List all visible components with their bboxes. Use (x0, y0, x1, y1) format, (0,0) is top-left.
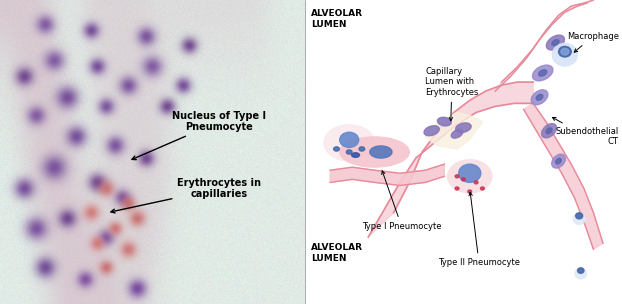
Ellipse shape (346, 150, 352, 154)
Ellipse shape (536, 94, 543, 100)
Ellipse shape (455, 187, 459, 190)
Text: Erythrocytes in
capillaries: Erythrocytes in capillaries (111, 178, 261, 213)
Ellipse shape (539, 70, 547, 76)
Polygon shape (524, 103, 603, 249)
Polygon shape (425, 112, 483, 149)
Ellipse shape (578, 268, 584, 273)
Ellipse shape (556, 158, 561, 164)
Polygon shape (495, 0, 593, 91)
Ellipse shape (573, 213, 585, 225)
Ellipse shape (456, 123, 471, 133)
Ellipse shape (552, 40, 559, 46)
Ellipse shape (424, 126, 439, 136)
Text: Type I Pneumocyte: Type I Pneumocyte (362, 171, 442, 231)
Ellipse shape (561, 48, 569, 55)
Ellipse shape (552, 43, 578, 66)
Ellipse shape (351, 153, 360, 157)
Ellipse shape (458, 164, 481, 182)
Ellipse shape (455, 175, 459, 178)
Ellipse shape (333, 147, 340, 151)
Text: Type II Pneumocyte: Type II Pneumocyte (438, 192, 520, 268)
Ellipse shape (370, 146, 392, 158)
Text: Capillary
Lumen with
Erythrocytes: Capillary Lumen with Erythrocytes (425, 67, 479, 121)
Text: ALVEOLAR
LUMEN: ALVEOLAR LUMEN (311, 9, 363, 29)
Ellipse shape (462, 178, 465, 181)
Ellipse shape (474, 181, 478, 184)
Polygon shape (368, 82, 533, 237)
Ellipse shape (552, 154, 565, 168)
Ellipse shape (448, 160, 492, 193)
Ellipse shape (576, 213, 583, 219)
Polygon shape (330, 164, 444, 185)
Text: ALVEOLAR
LUMEN: ALVEOLAR LUMEN (311, 243, 363, 263)
Text: Nucleus of Type I
Pneumocyte: Nucleus of Type I Pneumocyte (132, 111, 266, 160)
Ellipse shape (451, 130, 463, 138)
Ellipse shape (559, 47, 571, 57)
Ellipse shape (437, 117, 452, 126)
Ellipse shape (324, 125, 374, 161)
Ellipse shape (340, 137, 409, 167)
Ellipse shape (575, 268, 587, 279)
Ellipse shape (340, 132, 359, 147)
Ellipse shape (359, 147, 364, 151)
Ellipse shape (468, 190, 471, 193)
Text: Macrophage: Macrophage (567, 32, 619, 52)
Ellipse shape (546, 128, 552, 133)
Ellipse shape (481, 187, 485, 190)
Ellipse shape (546, 35, 564, 50)
Ellipse shape (532, 65, 553, 81)
Ellipse shape (542, 123, 557, 138)
Text: Subendothelial
CT: Subendothelial CT (552, 117, 619, 147)
Ellipse shape (531, 90, 548, 105)
